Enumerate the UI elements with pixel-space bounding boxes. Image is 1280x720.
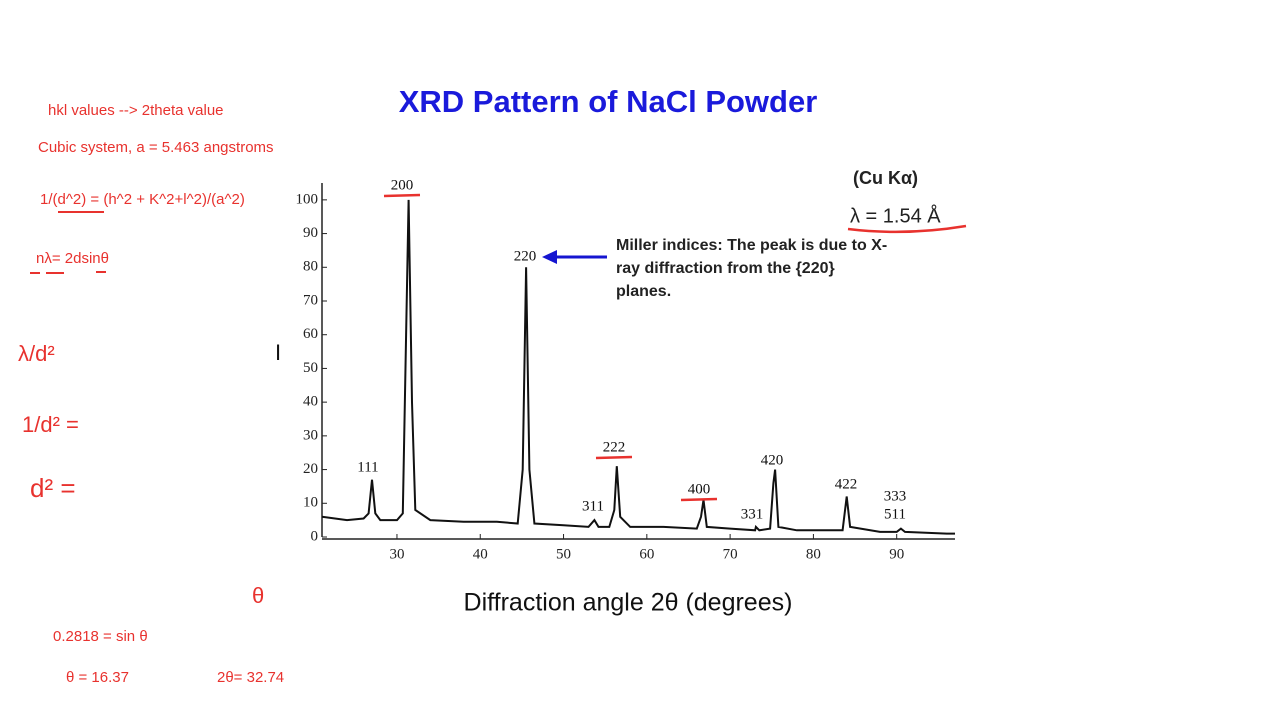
y-axis-label: I bbox=[275, 340, 281, 365]
y-tick-label: 70 bbox=[303, 292, 318, 308]
y-tick-label: 100 bbox=[296, 191, 319, 207]
x-tick-label: 90 bbox=[889, 546, 904, 562]
y-tick-label: 50 bbox=[303, 360, 318, 376]
note-line: hkl values --> 2theta value bbox=[48, 102, 224, 119]
y-tick-label: 20 bbox=[303, 461, 318, 477]
handwritten-note: λ/d² bbox=[18, 341, 55, 366]
y-tick-label: 40 bbox=[303, 394, 318, 410]
peak-label: 220 bbox=[514, 248, 537, 264]
pattern-line bbox=[321, 199, 955, 535]
handwritten-underline bbox=[680, 497, 718, 502]
peak-label: 200 bbox=[391, 177, 414, 193]
callout-line: Miller indices: The peak is due to X- bbox=[616, 237, 887, 254]
peak-label: 420 bbox=[761, 452, 784, 468]
note-line: Cubic system, a = 5.463 angstroms bbox=[38, 139, 274, 156]
x-tick-label: 70 bbox=[723, 546, 738, 562]
y-tick-label: 10 bbox=[303, 495, 318, 511]
handwritten-underline bbox=[383, 193, 421, 198]
y-tick-label: 80 bbox=[303, 259, 318, 275]
callout-line: ray diffraction from the {220} bbox=[616, 260, 835, 277]
handwritten-note: d² = bbox=[30, 473, 76, 503]
result-line: 0.2818 = sin θ bbox=[53, 628, 148, 645]
peak-label: 311 bbox=[582, 498, 604, 514]
callout-line: planes. bbox=[616, 283, 671, 300]
peak-label: 111 bbox=[357, 459, 378, 475]
x-tick-label: 50 bbox=[556, 546, 571, 562]
y-tick-label: 0 bbox=[311, 528, 319, 544]
note-line: nλ= 2dsinθ bbox=[36, 250, 109, 267]
x-tick-label: 80 bbox=[806, 546, 821, 562]
result-line: θ = 16.37 bbox=[66, 669, 129, 686]
x-tick-label: 30 bbox=[389, 546, 404, 562]
source-label: (Cu Kα) bbox=[853, 168, 918, 188]
callout-arrowhead bbox=[542, 250, 557, 264]
plot: 0 10 20 30 40 50 60 70 80 90 100 30 40 50 60 70 80 90 111 2… bbox=[296, 177, 955, 562]
peak-label: 511 bbox=[884, 506, 906, 522]
handwritten-underline bbox=[595, 455, 633, 460]
peak-label: 222 bbox=[603, 439, 626, 455]
x-tick-label: 40 bbox=[473, 546, 488, 562]
handwritten-note: θ bbox=[252, 583, 264, 608]
y-tick-label: 30 bbox=[303, 427, 318, 443]
peak-label: 333 bbox=[884, 488, 907, 504]
peak-label: 331 bbox=[741, 506, 764, 522]
note-line: 1/(d^2) = (h^2 + K^2+l^2)/(a^2) bbox=[40, 191, 245, 208]
x-axis-label: Diffraction angle 2θ (degrees) bbox=[464, 589, 793, 617]
chart-title: XRD Pattern of NaCl Powder bbox=[399, 84, 818, 119]
result-line: 2θ= 32.74 bbox=[217, 669, 284, 686]
wavelength-label: λ = 1.54 Å bbox=[850, 204, 941, 227]
y-tick-label: 90 bbox=[303, 225, 318, 241]
handwritten-note: 1/d² = bbox=[22, 412, 79, 437]
y-tick-label: 60 bbox=[303, 326, 318, 342]
handwritten-underline bbox=[847, 224, 967, 234]
callout: Miller indices: The peak is due to X-ray… bbox=[616, 237, 887, 300]
peak-label: 400 bbox=[688, 481, 711, 497]
x-tick-label: 60 bbox=[639, 546, 654, 562]
handwritten-underline bbox=[30, 271, 106, 274]
notes: hkl values --> 2theta value Cubic system,… bbox=[18, 102, 284, 686]
peak-label: 422 bbox=[835, 476, 858, 492]
